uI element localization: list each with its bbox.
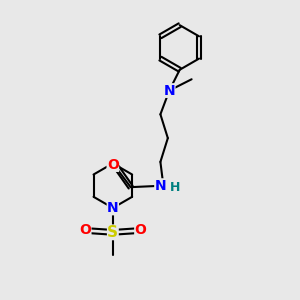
Text: H: H <box>169 181 180 194</box>
Text: O: O <box>135 223 146 237</box>
Text: N: N <box>154 179 166 193</box>
Text: N: N <box>164 84 175 98</box>
Text: N: N <box>107 201 119 215</box>
Text: O: O <box>79 223 91 237</box>
Text: S: S <box>107 225 118 240</box>
Text: O: O <box>107 158 119 172</box>
